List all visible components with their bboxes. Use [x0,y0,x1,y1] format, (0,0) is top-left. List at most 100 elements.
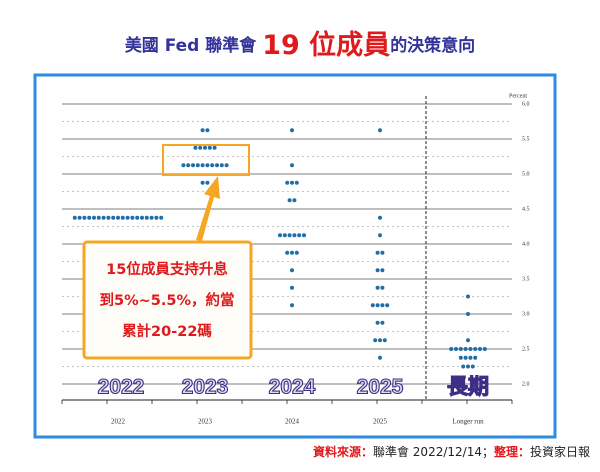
dot [144,215,149,220]
y-tick-label: 5.0 [522,171,530,177]
dot [140,215,144,220]
dot [468,355,473,360]
callout-box [82,240,253,360]
dot [378,355,382,360]
dot [473,355,478,360]
dot [382,338,387,343]
dot [380,303,385,308]
dot [219,163,224,168]
dot [278,233,282,238]
dot [463,347,468,351]
dot [135,215,140,220]
dot [290,128,294,133]
dot [378,215,382,220]
dot [454,347,458,351]
dot [224,163,229,168]
dot [290,285,294,290]
dot [380,320,385,325]
dot [96,215,101,220]
y-tick-label: 2.0 [522,381,530,387]
dot [380,268,385,273]
dot [181,163,186,168]
dot [482,347,487,351]
dot [370,303,375,308]
x-tick-label: 2024 [285,418,300,426]
dot [285,250,290,255]
dot [101,215,106,220]
y-tick-label: 5.5 [522,136,530,142]
dot [195,163,200,168]
dot [466,294,470,299]
overlay-label: 2025 [357,376,404,399]
title-highlight: 19 位成員 [262,29,390,61]
callout-line: 累計20-22碼 [122,322,212,340]
title-part: 美國 Fed 聯準會 [125,35,262,56]
dot [292,198,297,203]
dot [375,250,380,255]
source-label: 整理： [493,444,530,459]
dot [200,128,205,133]
title-part: 的決策意向 [390,35,475,56]
dot [292,233,297,238]
y-tick-label: 4.0 [522,241,530,247]
highlight-box [162,144,250,176]
dot [210,163,215,168]
dot [466,364,470,369]
dot [82,215,87,220]
dot [203,145,207,150]
dot [463,355,468,360]
source-label: 資料來源： [313,444,373,459]
dot [468,347,473,351]
y-tick-label: 3.5 [522,276,530,282]
dot [149,215,154,220]
dot [285,180,290,185]
source-text: 投資家日報 [530,444,590,459]
y-tick-label: 6.0 [522,101,530,107]
arrow [196,176,220,241]
dot [470,364,475,369]
chart: Percent 2.0 2.5 3.0 3.5 4.0 4.5 5.0 5.5 6.0 2022 20… [61,93,530,426]
dot [375,303,380,308]
dot [297,233,302,238]
x-tick-label: 2022 [111,418,126,426]
dot [198,145,203,150]
dot [302,233,306,238]
y-tick-label: 3.0 [522,311,530,317]
y-tick-label: 4.5 [522,206,530,212]
dot [458,355,463,360]
callout-line: 15位成員支持升息 [106,260,228,278]
dot [290,268,294,273]
dot [478,347,482,351]
dot [373,338,378,343]
dot [207,145,212,150]
dot [92,215,96,220]
x-tick-label: Longer run [452,418,484,426]
dot [159,215,164,220]
dot [290,180,294,185]
dot [72,215,77,220]
overlay-label: 2024 [269,376,316,399]
dot [87,215,92,220]
dot [375,320,380,325]
y-axis-label: Percent [509,93,527,99]
source-text: 聯準會 2022/12/14； [373,444,494,459]
dot [380,285,385,290]
dot [154,215,159,220]
dot [466,338,470,343]
dot [130,215,135,220]
dot [378,128,382,133]
dot [111,215,116,220]
dot [116,215,120,220]
dot [205,180,210,185]
dot [458,347,463,351]
x-tick-label: 2023 [198,418,213,426]
dot [461,364,466,369]
dot [205,163,210,168]
dot [200,180,205,185]
dot [193,145,198,150]
dot [287,233,292,238]
dot [200,163,205,168]
dot [466,312,470,316]
overlay-label: 2023 [182,376,229,399]
